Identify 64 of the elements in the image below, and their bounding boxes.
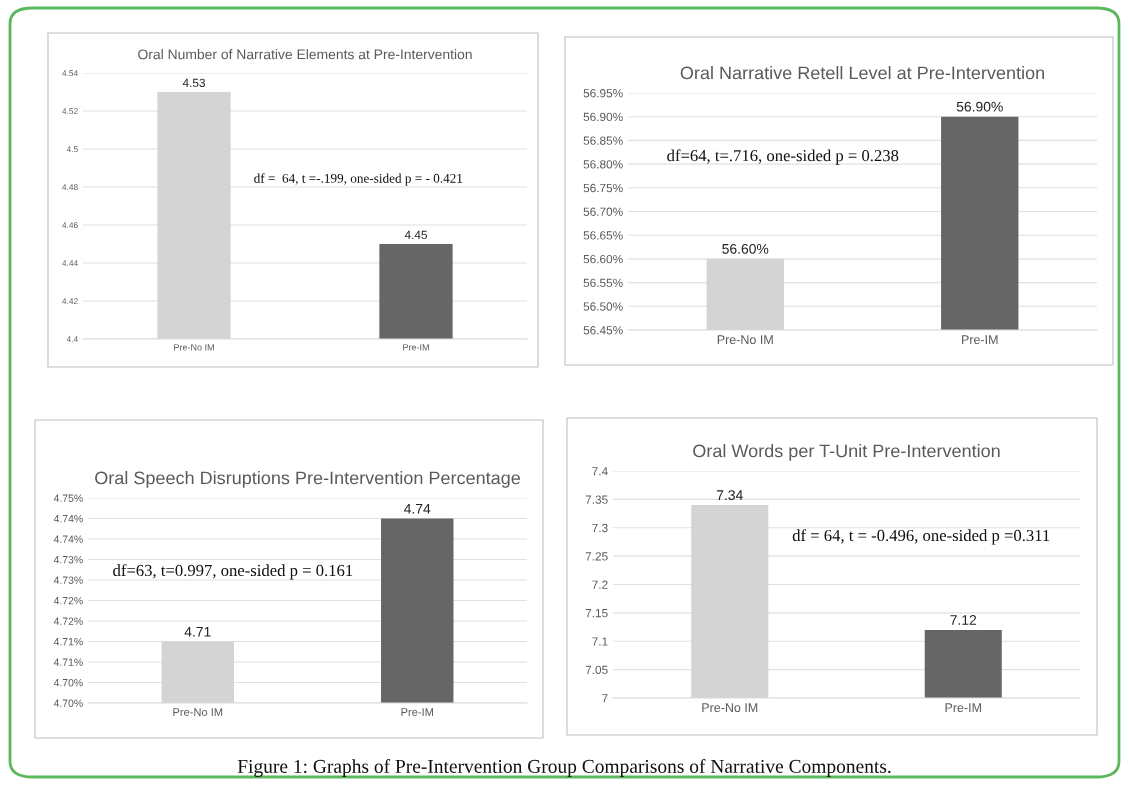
data-label: 4.71 bbox=[184, 627, 211, 637]
y-tick-label: 4.70% bbox=[53, 699, 83, 707]
y-tick-label: 7.2 bbox=[592, 580, 608, 589]
x-tick-label: Pre-IM bbox=[962, 335, 998, 345]
x-tick-label: Pre-No IM bbox=[174, 344, 214, 351]
y-tick-label: 4.75% bbox=[53, 494, 83, 502]
y-tick-label: 56.50% bbox=[583, 302, 623, 311]
chart-title: Oral Words per T-Unit Pre-Intervention bbox=[693, 444, 1000, 461]
x-tick-label: Pre-No IM bbox=[702, 703, 758, 713]
y-tick-label: 4.71% bbox=[53, 658, 83, 666]
y-tick-label: 4.4 bbox=[66, 336, 78, 343]
data-label: 56.90% bbox=[956, 101, 1003, 112]
y-tick-label: 4.44 bbox=[62, 260, 78, 267]
y-tick-label: 56.95% bbox=[583, 89, 623, 98]
y-tick-label: 56.55% bbox=[583, 278, 623, 287]
y-tick-label: 7.15 bbox=[585, 609, 608, 618]
y-tick-label: 7.1 bbox=[592, 637, 608, 646]
y-tick-label: 4.48 bbox=[62, 184, 78, 191]
x-tick-label: Pre-No IM bbox=[717, 335, 773, 345]
y-tick-label: 56.45% bbox=[583, 326, 623, 335]
annotation: df=64, t=.716, one-sided p = 0.238 bbox=[667, 149, 899, 165]
y-tick-label: 56.90% bbox=[583, 112, 623, 122]
y-tick-label: 4.70% bbox=[53, 679, 83, 687]
y-tick-label: 4.73% bbox=[53, 556, 83, 564]
y-tick-label: 4.5 bbox=[66, 146, 78, 153]
annotation: df=63, t=0.997, one-sided p = 0.161 bbox=[113, 564, 353, 580]
y-tick-label: 56.60% bbox=[583, 254, 623, 264]
chart-title: Oral Speech Disruptions Pre-Intervention Percentage bbox=[95, 471, 520, 488]
annotation: df = 64, t = -0.496, one-sided p =0.311 bbox=[792, 529, 1050, 545]
x-tick-label: Pre-IM bbox=[401, 708, 434, 717]
data-label: 7.12 bbox=[950, 615, 977, 625]
annotation: df = 64, t =-.199, one-sided p = - 0.421 bbox=[254, 173, 463, 186]
x-tick-label: Pre-IM bbox=[403, 344, 429, 351]
y-tick-label: 56.75% bbox=[583, 183, 623, 193]
y-tick-label: 4.74% bbox=[53, 515, 83, 523]
y-tick-label: 4.72% bbox=[53, 617, 83, 625]
y-tick-label: 7 bbox=[602, 694, 608, 703]
data-label: 56.60% bbox=[722, 243, 769, 254]
y-tick-label: 4.74% bbox=[53, 535, 83, 543]
y-tick-label: 4.72% bbox=[53, 597, 83, 605]
chart-title: Oral Number of Narrative Elements at Pre-Intervention bbox=[138, 49, 472, 60]
data-label: 7.34 bbox=[716, 490, 743, 501]
y-tick-label: 4.52 bbox=[62, 108, 78, 115]
chart-title: Oral Narrative Retell Level at Pre-Intervention bbox=[680, 66, 1044, 80]
y-tick-label: 4.71% bbox=[53, 638, 83, 646]
y-tick-label: 4.42 bbox=[62, 298, 78, 305]
data-label: 4.53 bbox=[182, 78, 205, 88]
y-tick-label: 56.65% bbox=[583, 231, 623, 240]
y-tick-label: 4.46 bbox=[62, 222, 78, 229]
y-tick-label: 7.25 bbox=[585, 552, 608, 561]
data-label: 4.74 bbox=[404, 504, 431, 514]
y-tick-label: 56.85% bbox=[583, 136, 623, 145]
y-tick-label: 4.54 bbox=[62, 70, 78, 77]
y-tick-label: 7.3 bbox=[592, 523, 608, 533]
y-tick-label: 4.73% bbox=[53, 576, 83, 584]
x-tick-label: Pre-IM bbox=[945, 703, 981, 713]
y-tick-label: 56.70% bbox=[583, 207, 623, 216]
y-tick-label: 7.4 bbox=[592, 467, 608, 476]
y-tick-label: 7.05 bbox=[585, 665, 608, 675]
caption: Figure 1: Graphs of Pre-Intervention Group Comparisons of Narrative Components. bbox=[237, 759, 891, 777]
data-label: 4.45 bbox=[404, 230, 427, 240]
y-tick-label: 7.35 bbox=[585, 495, 608, 504]
x-tick-label: Pre-No IM bbox=[173, 708, 223, 717]
y-tick-label: 56.80% bbox=[583, 160, 623, 169]
